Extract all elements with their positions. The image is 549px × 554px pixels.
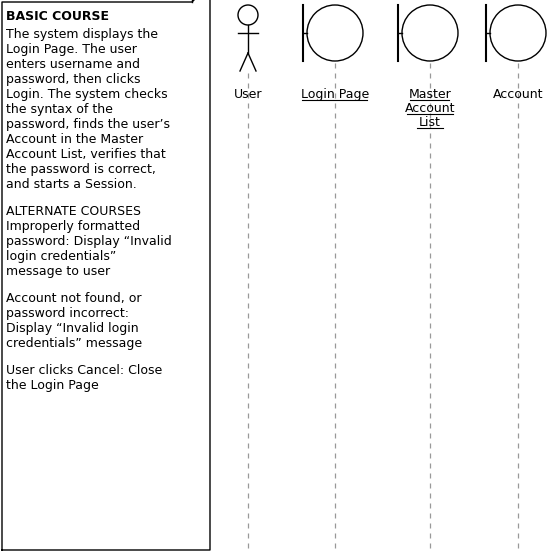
Text: Login. The system checks: Login. The system checks (6, 88, 167, 101)
Text: Account: Account (493, 88, 544, 101)
Text: password incorrect:: password incorrect: (6, 307, 129, 320)
Text: Improperly formatted: Improperly formatted (6, 220, 140, 233)
Text: password, then clicks: password, then clicks (6, 73, 141, 86)
Text: the password is correct,: the password is correct, (6, 163, 156, 176)
Text: enters username and: enters username and (6, 58, 140, 71)
Text: BASIC COURSE: BASIC COURSE (6, 10, 109, 23)
Text: Master: Master (408, 88, 451, 101)
Text: credentials” message: credentials” message (6, 337, 142, 350)
Text: Login Page: Login Page (301, 88, 369, 101)
Text: Display “Invalid login: Display “Invalid login (6, 322, 139, 335)
Text: User clicks Cancel: Close: User clicks Cancel: Close (6, 364, 163, 377)
Text: The system displays the: The system displays the (6, 28, 158, 41)
Text: Account List, verifies that: Account List, verifies that (6, 148, 166, 161)
Text: Account in the Master: Account in the Master (6, 133, 143, 146)
Text: the syntax of the: the syntax of the (6, 103, 113, 116)
Text: List: List (419, 116, 441, 129)
Text: password: Display “Invalid: password: Display “Invalid (6, 235, 172, 248)
Text: login credentials”: login credentials” (6, 250, 116, 263)
Text: and starts a Session.: and starts a Session. (6, 178, 137, 191)
Text: the Login Page: the Login Page (6, 379, 99, 392)
Text: ALTERNATE COURSES: ALTERNATE COURSES (6, 205, 141, 218)
Text: password, finds the user’s: password, finds the user’s (6, 118, 170, 131)
Text: User: User (234, 88, 262, 101)
Text: Account: Account (405, 102, 455, 115)
Text: Login Page. The user: Login Page. The user (6, 43, 137, 56)
Text: message to user: message to user (6, 265, 110, 278)
Text: Account not found, or: Account not found, or (6, 292, 142, 305)
